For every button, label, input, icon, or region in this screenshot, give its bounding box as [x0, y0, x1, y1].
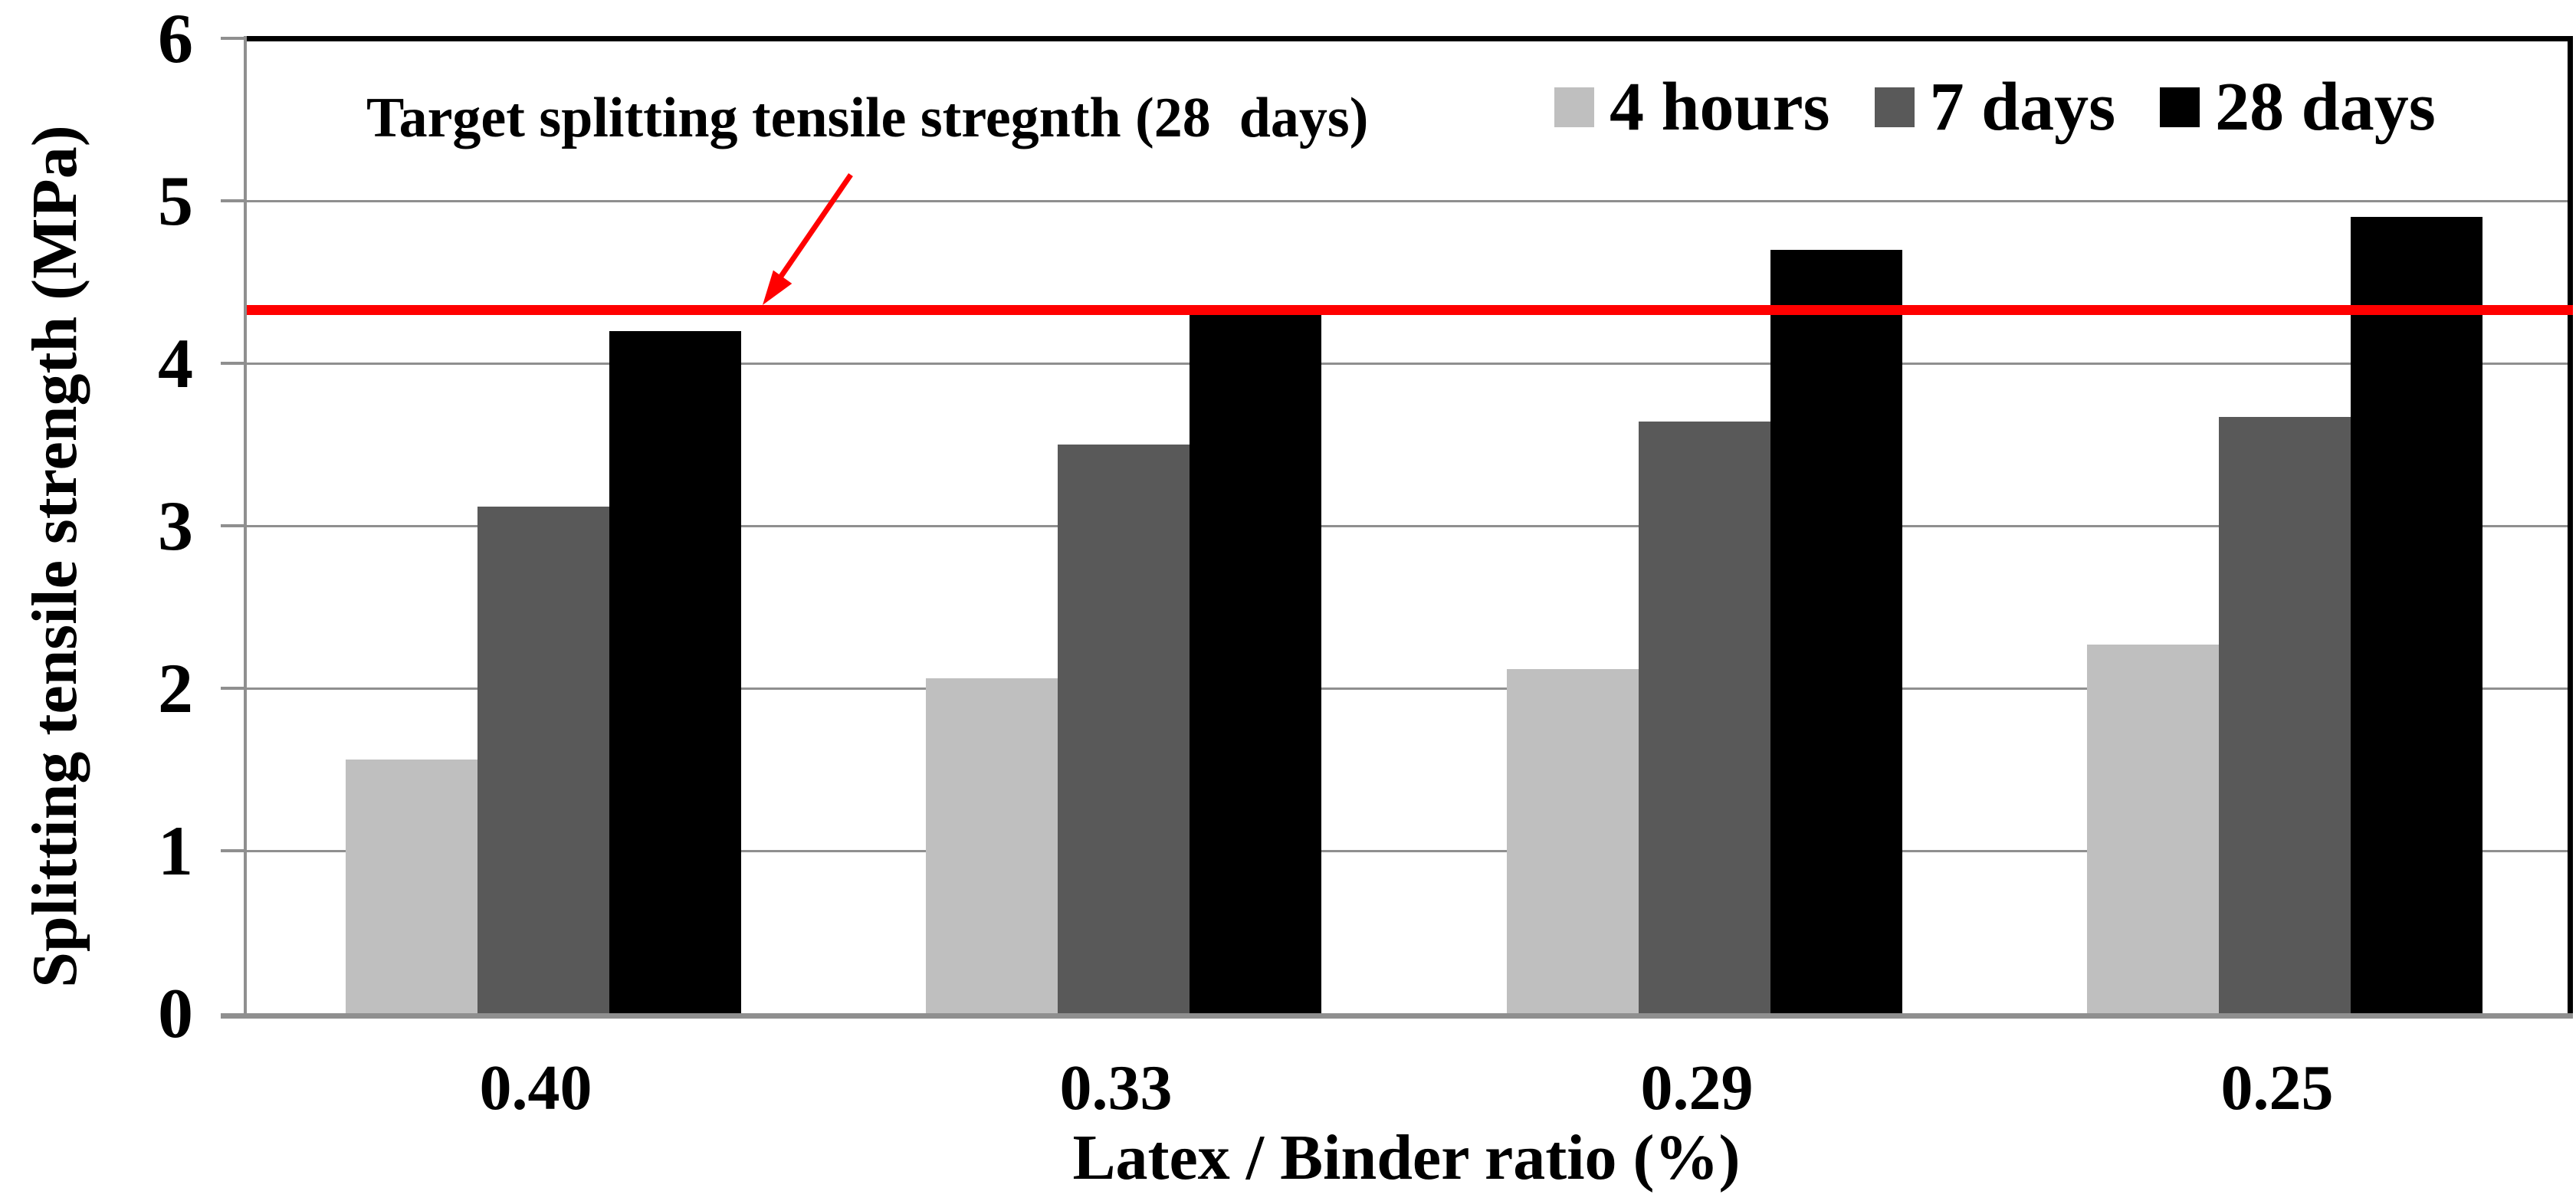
- y-tick-mark-4: [221, 362, 245, 365]
- y-axis-line: [244, 36, 247, 1019]
- y-tick-label-0: 0: [158, 974, 193, 1052]
- gridline-y-4: [247, 363, 2568, 365]
- y-tick-label-2: 2: [158, 649, 193, 727]
- plot-right-border: [2568, 36, 2573, 1019]
- x-tick-label-0.40: 0.40: [479, 1052, 592, 1124]
- x-tick-label-0.29: 0.29: [1640, 1052, 1754, 1124]
- legend-item-28-days: 28 days: [2160, 69, 2436, 146]
- legend-item-4-hours: 4 hours: [1554, 69, 1830, 146]
- y-tick-mark-1: [221, 849, 245, 852]
- legend-label: 7 days: [1929, 69, 2116, 145]
- y-tick-label-5: 5: [158, 162, 193, 240]
- bar-28-days-0.29: [1770, 250, 1902, 1013]
- bar-7-days-0.25: [2219, 417, 2351, 1013]
- legend-swatch-icon: [1554, 87, 1594, 127]
- y-tick-label-3: 3: [158, 487, 193, 565]
- legend-swatch-icon: [1874, 87, 1915, 127]
- bar-28-days-0.40: [609, 331, 741, 1013]
- legend-swatch-icon: [2160, 87, 2200, 127]
- gridline-y-2: [247, 687, 2568, 690]
- bar-7-days-0.40: [477, 507, 609, 1013]
- bar-28-days-0.25: [2351, 217, 2482, 1013]
- legend-item-7-days: 7 days: [1874, 69, 2116, 146]
- gridline-y-3: [247, 525, 2568, 527]
- y-tick-mark-6: [221, 37, 245, 40]
- x-axis-title: Latex / Binder ratio (%): [1072, 1122, 1741, 1193]
- y-tick-mark-5: [221, 199, 245, 202]
- x-axis-line: [221, 1013, 2573, 1019]
- bar-4-hours-0.29: [1507, 669, 1639, 1013]
- x-tick-label-0.33: 0.33: [1059, 1052, 1173, 1124]
- bar-4-hours-0.40: [346, 760, 477, 1013]
- bar-4-hours-0.25: [2087, 645, 2219, 1013]
- plot-top-border: [245, 36, 2573, 41]
- bar-4-hours-0.33: [926, 678, 1058, 1013]
- x-tick-label-0.25: 0.25: [2220, 1052, 2334, 1124]
- legend-label: 4 hours: [1610, 69, 1830, 145]
- target-line: [247, 305, 2573, 315]
- y-tick-label-4: 4: [158, 324, 193, 402]
- y-tick-mark-2: [221, 687, 245, 690]
- bar-28-days-0.33: [1190, 314, 1321, 1013]
- legend: 4 hours 7 days 28 days: [1554, 67, 2436, 147]
- target-line-annotation: Target splitting tensile stregnth (28 da…: [366, 87, 1369, 149]
- legend-label: 28 days: [2215, 69, 2436, 145]
- y-tick-label-1: 1: [158, 812, 193, 890]
- y-tick-mark-3: [221, 524, 245, 527]
- gridline-y-5: [247, 200, 2568, 202]
- bar-7-days-0.29: [1639, 422, 1770, 1013]
- bar-7-days-0.33: [1058, 445, 1190, 1013]
- y-tick-label-6: 6: [158, 0, 193, 77]
- gridline-y-1: [247, 850, 2568, 852]
